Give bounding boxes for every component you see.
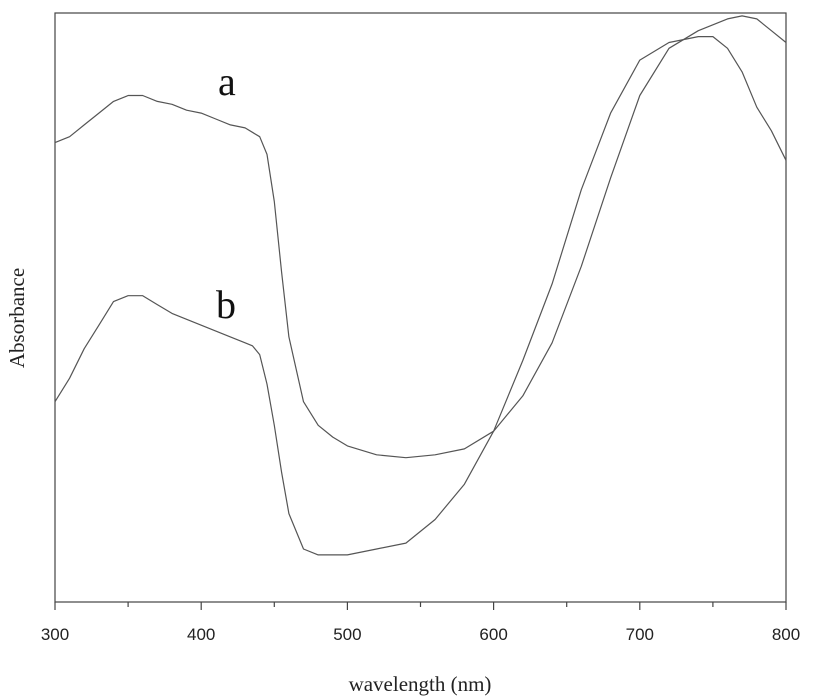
- x-axis-minor-ticks: [127, 602, 714, 607]
- x-tick-label-400: 400: [187, 625, 215, 644]
- series-line-b: [54, 36, 787, 556]
- series-group: [54, 15, 787, 556]
- series-label-b: b: [216, 282, 236, 327]
- x-tick-label-600: 600: [479, 625, 507, 644]
- series-label-a: a: [218, 59, 236, 104]
- x-tick-label-800: 800: [772, 625, 800, 644]
- x-axis-tick-labels: 300 400 500 600 700 800: [41, 625, 800, 644]
- x-axis-ticks: [54, 602, 787, 610]
- x-tick-label-500: 500: [333, 625, 361, 644]
- x-tick-label-700: 700: [626, 625, 654, 644]
- series-line-a: [54, 15, 787, 459]
- x-tick-label-300: 300: [41, 625, 69, 644]
- y-axis-title: Absorbance: [5, 268, 29, 368]
- plot-frame: [54, 12, 787, 603]
- x-axis-title: wavelength (nm): [349, 672, 492, 696]
